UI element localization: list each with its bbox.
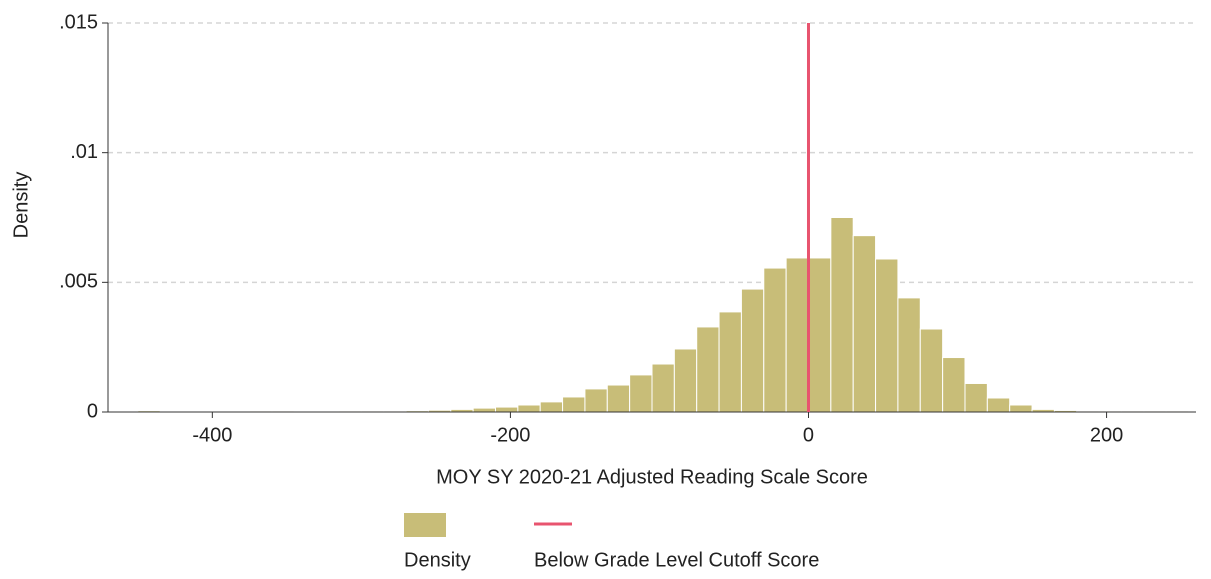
y-axis-label: Density: [10, 172, 32, 239]
x-tick-label: -400: [192, 424, 232, 446]
bar: [584, 388, 608, 413]
bar: [740, 288, 765, 413]
bar: [807, 257, 832, 413]
bar: [651, 363, 675, 413]
y-tick-label: .01: [70, 141, 98, 163]
x-tick-label: 0: [803, 424, 814, 446]
y-tick-label: .005: [59, 271, 98, 293]
bar: [986, 397, 1011, 413]
bar: [495, 406, 519, 413]
bar: [763, 267, 787, 413]
bar: [606, 384, 631, 413]
bar: [785, 257, 809, 413]
bar: [472, 407, 497, 413]
bar: [696, 326, 720, 413]
bar: [919, 328, 944, 413]
bar: [964, 382, 988, 413]
x-tick-label: -200: [490, 424, 530, 446]
y-tick-label: 0: [87, 400, 98, 422]
bar: [562, 396, 586, 413]
bar: [830, 217, 854, 413]
legend-label: Density: [404, 549, 471, 571]
bar: [629, 374, 653, 413]
bar: [897, 297, 921, 413]
bar: [1009, 404, 1033, 413]
x-tick-label: 200: [1090, 424, 1123, 446]
bar: [852, 235, 877, 413]
bar: [718, 311, 742, 413]
legend-label: Below Grade Level Cutoff Score: [534, 549, 819, 571]
bar: [539, 401, 564, 413]
bar: [673, 348, 698, 413]
bar: [942, 357, 966, 413]
legend-swatch: [404, 513, 446, 537]
x-axis-label: MOY SY 2020-21 Adjusted Reading Scale Sc…: [436, 466, 868, 488]
y-tick-label: .015: [59, 11, 98, 33]
bar: [875, 258, 899, 413]
bar: [517, 404, 541, 413]
